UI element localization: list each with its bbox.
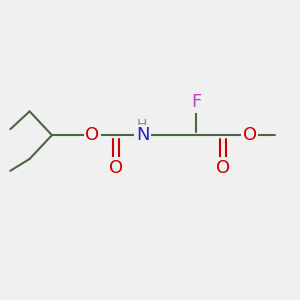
Text: H: H [137, 118, 147, 132]
Text: O: O [109, 159, 123, 177]
Text: N: N [136, 126, 149, 144]
Text: O: O [85, 126, 99, 144]
Text: F: F [191, 93, 201, 111]
Text: O: O [216, 159, 230, 177]
Text: O: O [242, 126, 256, 144]
